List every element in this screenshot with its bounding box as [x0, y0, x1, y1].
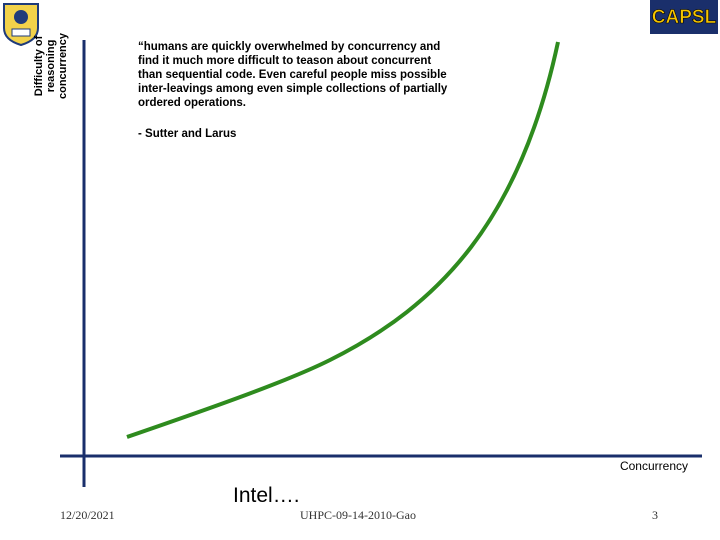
- quote-line: than sequential code. Even careful peopl…: [138, 69, 447, 81]
- page-number: 3: [652, 508, 658, 522]
- x-axis-label: Concurrency: [620, 459, 688, 473]
- attribution: - Sutter and Larus: [138, 128, 236, 140]
- footer-center: UHPC-09-14-2010-Gao: [300, 508, 416, 522]
- quote: “humans are quickly overwhelmed by concu…: [138, 41, 448, 109]
- y-label-line: Difficulty of: [33, 35, 45, 96]
- logo-text: CAPSL: [652, 7, 717, 28]
- university-logo: [3, 3, 39, 47]
- quote-line: inter-leavings among even simple collect…: [138, 83, 448, 95]
- quote-line: ordered operations.: [138, 97, 246, 109]
- capsl-logo: CAPSL: [650, 0, 718, 34]
- footer-date: 12/20/2021: [60, 508, 115, 522]
- quote-line: find it much more difficult to teason ab…: [138, 55, 431, 67]
- quote-line: “humans are quickly overwhelmed by concu…: [138, 41, 440, 53]
- note: Intel….: [233, 484, 300, 507]
- difficulty-curve: [126, 41, 560, 439]
- y-axis-label: Difficulty of reasoning concurrency: [33, 32, 69, 99]
- y-label-line: reasoning: [45, 40, 57, 93]
- y-label-line: concurrency: [57, 32, 69, 99]
